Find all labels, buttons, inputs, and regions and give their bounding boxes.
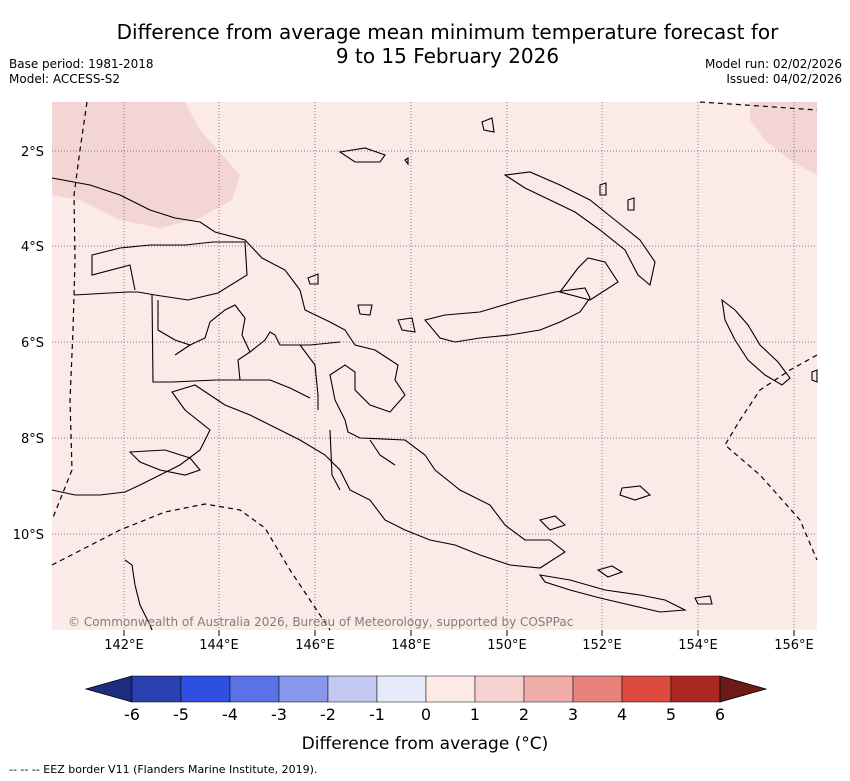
longitude-label: 142°E [104, 638, 144, 653]
colorbar-tick-labels: -6 -5 -4 -3 -2 -1 0 1 2 3 4 5 6 [124, 705, 725, 724]
colorbar-extension-low [84, 675, 133, 703]
copyright-text: © Commonwealth of Australia 2026, Bureau… [68, 615, 573, 629]
coastlines [51, 117, 818, 631]
meta-left: Base period: 1981-2018 Model: ACCESS-S2 [9, 57, 154, 87]
latitude-labels: 2°S 4°S 6°S 8°S 10°S [13, 145, 44, 543]
longitude-label: 152°E [582, 638, 622, 653]
colorbar-segment [425, 675, 476, 703]
colorbar-segment [572, 675, 623, 703]
longitude-label: 150°E [487, 638, 527, 653]
longitude-label: 156°E [774, 638, 814, 653]
colorbar-tick-label: 5 [666, 705, 676, 724]
latitude-label: 2°S [21, 145, 44, 160]
colorbar-segment [376, 675, 427, 703]
colorbar-tick-label: 3 [568, 705, 578, 724]
colorbar-tick-label: -3 [271, 705, 287, 724]
latitude-label: 6°S [21, 336, 44, 351]
longitude-label: 154°E [678, 638, 718, 653]
colorbar-extension-high [719, 675, 768, 703]
latitude-label: 10°S [13, 528, 44, 543]
colorbar-segment [131, 675, 182, 703]
latitude-label: 8°S [21, 432, 44, 447]
colorbar-tick-label: -5 [173, 705, 189, 724]
colorbar-tick-label: -6 [124, 705, 140, 724]
model-name: Model: ACCESS-S2 [9, 72, 121, 86]
longitude-label: 146°E [295, 638, 335, 653]
colorbar-tick-label: -4 [222, 705, 238, 724]
chart-title: Difference from average mean minimum tem… [0, 20, 850, 68]
eez-footnote: -- -- -- EEZ border V11 (Flanders Marine… [9, 763, 318, 776]
colorbar [84, 675, 768, 703]
warm-anomaly-patch-northeast [750, 102, 817, 175]
latitude-label: 4°S [21, 240, 44, 255]
colorbar-segment [327, 675, 378, 703]
colorbar-tick-label: 2 [519, 705, 529, 724]
colorbar-tick-label: 6 [715, 705, 725, 724]
colorbar-segment [180, 675, 231, 703]
colorbar-title: Difference from average (°C) [302, 734, 549, 754]
colorbar-segment [621, 675, 672, 703]
model-run: Model run: 02/02/2026 [704, 57, 842, 71]
colorbar-tick-label: 4 [617, 705, 627, 724]
base-period: Base period: 1981-2018 [9, 57, 154, 71]
title-line-2: 9 to 15 February 2026 [335, 44, 560, 68]
province-borders [73, 241, 396, 491]
longitude-labels: 142°E 144°E 146°E 148°E 150°E 152°E 154°E 156°E [104, 638, 814, 653]
warm-anomaly-patch-northwest [52, 102, 240, 228]
colorbar-tick-label: -1 [369, 705, 385, 724]
colorbar-segment [523, 675, 574, 703]
colorbar-segment [278, 675, 329, 703]
longitude-label: 148°E [391, 638, 431, 653]
colorbar-segment [474, 675, 525, 703]
title-line-1: Difference from average mean minimum tem… [116, 20, 779, 44]
axis-ticks [123, 630, 795, 636]
issued-date: Issued: 04/02/2026 [726, 72, 842, 86]
colorbar-tick-label: 0 [421, 705, 431, 724]
meta-right: Model run: 02/02/2026 Issued: 04/02/2026 [705, 57, 842, 87]
colorbar-segment [229, 675, 280, 703]
colorbar-tick-label: 1 [470, 705, 480, 724]
longitude-label: 144°E [199, 638, 239, 653]
colorbar-tick-label: -2 [320, 705, 336, 724]
colorbar-segment [670, 675, 721, 703]
